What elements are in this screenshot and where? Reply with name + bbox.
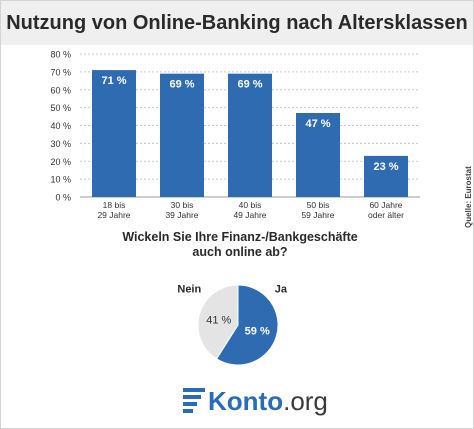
source-note: Quelle: Eurostat bbox=[464, 166, 473, 228]
bar-data-label: 69 % bbox=[169, 79, 194, 91]
x-category-label: 50 bis bbox=[307, 200, 330, 210]
bar-data-label: 69 % bbox=[237, 79, 262, 91]
pie-slice bbox=[215, 284, 279, 366]
x-category-label: 60 Jahre bbox=[369, 200, 402, 210]
y-tick-label: 0 % bbox=[55, 193, 71, 203]
chart-title: Nutzung von Online-Banking nach Alterskl… bbox=[6, 12, 468, 34]
bar bbox=[160, 73, 204, 197]
logo-tld: .org bbox=[283, 385, 328, 416]
pie-slice-name: Nein bbox=[177, 283, 201, 295]
konto-logo: Konto .org bbox=[183, 386, 328, 416]
bar-data-label: 47 % bbox=[305, 118, 330, 130]
bar bbox=[296, 112, 340, 197]
bar-data-label: 71 % bbox=[101, 75, 126, 87]
bar bbox=[92, 70, 136, 197]
x-category-label: 39 Jahre bbox=[165, 210, 198, 220]
bar bbox=[364, 155, 408, 197]
logo-mark-icon bbox=[183, 388, 205, 413]
bar-data-label: 23 % bbox=[373, 161, 398, 173]
y-tick-label: 50 % bbox=[50, 103, 71, 113]
x-category-label: 18 bis bbox=[103, 200, 126, 210]
y-tick-label: 40 % bbox=[50, 121, 71, 131]
x-category-label: 30 bis bbox=[171, 200, 194, 210]
pie-value-label: 59 % bbox=[245, 326, 270, 338]
y-tick-label: 60 % bbox=[50, 85, 71, 95]
y-tick-label: 10 % bbox=[50, 175, 71, 185]
pie-question-line-2: auch online ab? bbox=[192, 245, 288, 259]
title-band: Nutzung von Online-Banking nach Alterskl… bbox=[1, 1, 473, 45]
y-tick-label: 70 % bbox=[50, 67, 71, 77]
pie-slice bbox=[197, 284, 239, 360]
logo-name: Konto bbox=[208, 385, 284, 416]
pie-question: Wickeln Sie Ihre Finanz-/Bankgeschäfte a… bbox=[100, 230, 380, 260]
x-category-label: 59 Jahre bbox=[301, 210, 334, 220]
pie-question-line-1: Wickeln Sie Ihre Finanz-/Bankgeschäfte bbox=[122, 230, 358, 244]
bar bbox=[228, 73, 272, 197]
x-category-label: 49 Jahre bbox=[233, 210, 266, 220]
pie-value-label: 41 % bbox=[206, 314, 231, 326]
pie-slice-name: Ja bbox=[275, 283, 288, 295]
x-category-label: 29 Jahre bbox=[97, 210, 130, 220]
y-tick-label: 30 % bbox=[50, 139, 71, 149]
x-category-label: 40 bis bbox=[239, 200, 262, 210]
y-tick-label: 80 % bbox=[50, 50, 71, 60]
y-tick-label: 20 % bbox=[50, 157, 71, 167]
x-category-label: oder älter bbox=[368, 210, 404, 220]
